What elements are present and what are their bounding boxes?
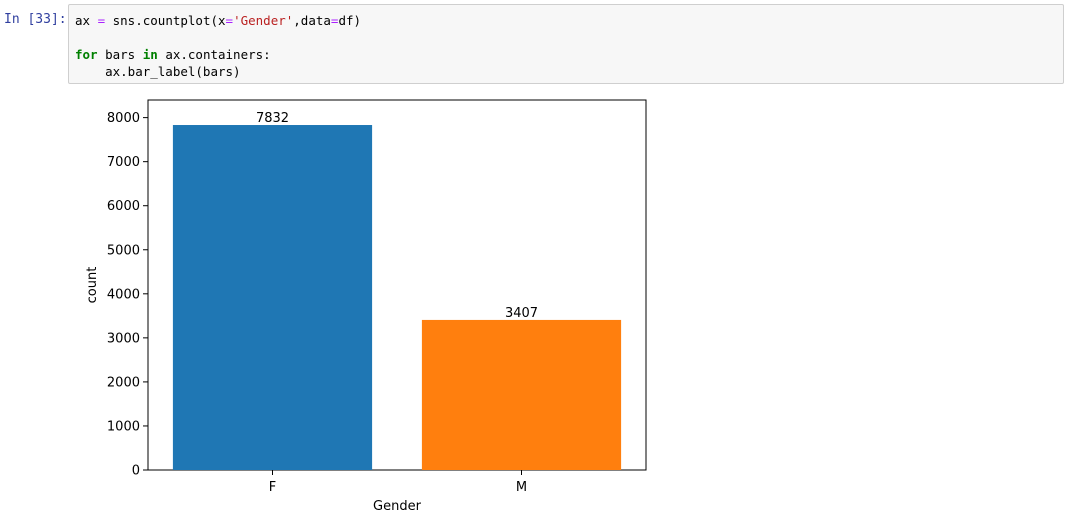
code-token: ,data: [293, 13, 331, 28]
y-axis-label: count: [85, 267, 100, 304]
y-tick-label: 8000: [107, 111, 140, 126]
y-tick-label: 2000: [107, 375, 140, 390]
y-tick-label: 6000: [107, 199, 140, 214]
bar-value-label: 3407: [505, 306, 538, 321]
code-token: 'Gender': [233, 13, 294, 28]
code-line: ax = sns.countplot(x='Gender',data=df): [75, 12, 361, 29]
bar-value-label: 7832: [256, 111, 289, 126]
y-tick-label: 7000: [107, 155, 140, 170]
code-token: in: [142, 47, 158, 62]
code-cell-input[interactable]: ax = sns.countplot(x='Gender',data=df) f…: [68, 4, 1064, 84]
code-token: bars: [97, 47, 143, 62]
code-token: df): [338, 13, 362, 28]
y-tick-label: 3000: [107, 331, 140, 346]
code-line: for bars in ax.containers:: [75, 46, 361, 63]
code-token: =: [97, 13, 106, 28]
x-tick-label: F: [269, 480, 276, 495]
y-tick-label: 4000: [107, 287, 140, 302]
code-token: sns.countplot(x: [105, 13, 226, 28]
bars: 7832 3407: [172, 111, 622, 470]
cell-prompt: In [33]:: [4, 12, 67, 27]
code-token: =: [330, 13, 339, 28]
code-token: ax.bar_label(bars): [75, 64, 241, 79]
code-token: for: [75, 47, 98, 62]
code-line: ax.bar_label(bars): [75, 63, 361, 80]
y-tick-label: 1000: [107, 419, 140, 434]
bar-m: [421, 319, 622, 470]
code-token: =: [225, 13, 234, 28]
x-tick-label: M: [516, 480, 527, 495]
y-axis: 0 1000 2000 3000 4000 5000 6000 7000 8000: [107, 111, 148, 479]
code-editor[interactable]: ax = sns.countplot(x='Gender',data=df) f…: [75, 12, 361, 80]
y-tick-label: 0: [132, 464, 140, 479]
y-tick-label: 5000: [107, 243, 140, 258]
x-axis-label: Gender: [373, 499, 422, 514]
code-token: ax: [75, 13, 98, 28]
code-line: [75, 29, 361, 46]
code-token: ax.containers:: [157, 47, 271, 62]
bar-f: [172, 125, 373, 470]
